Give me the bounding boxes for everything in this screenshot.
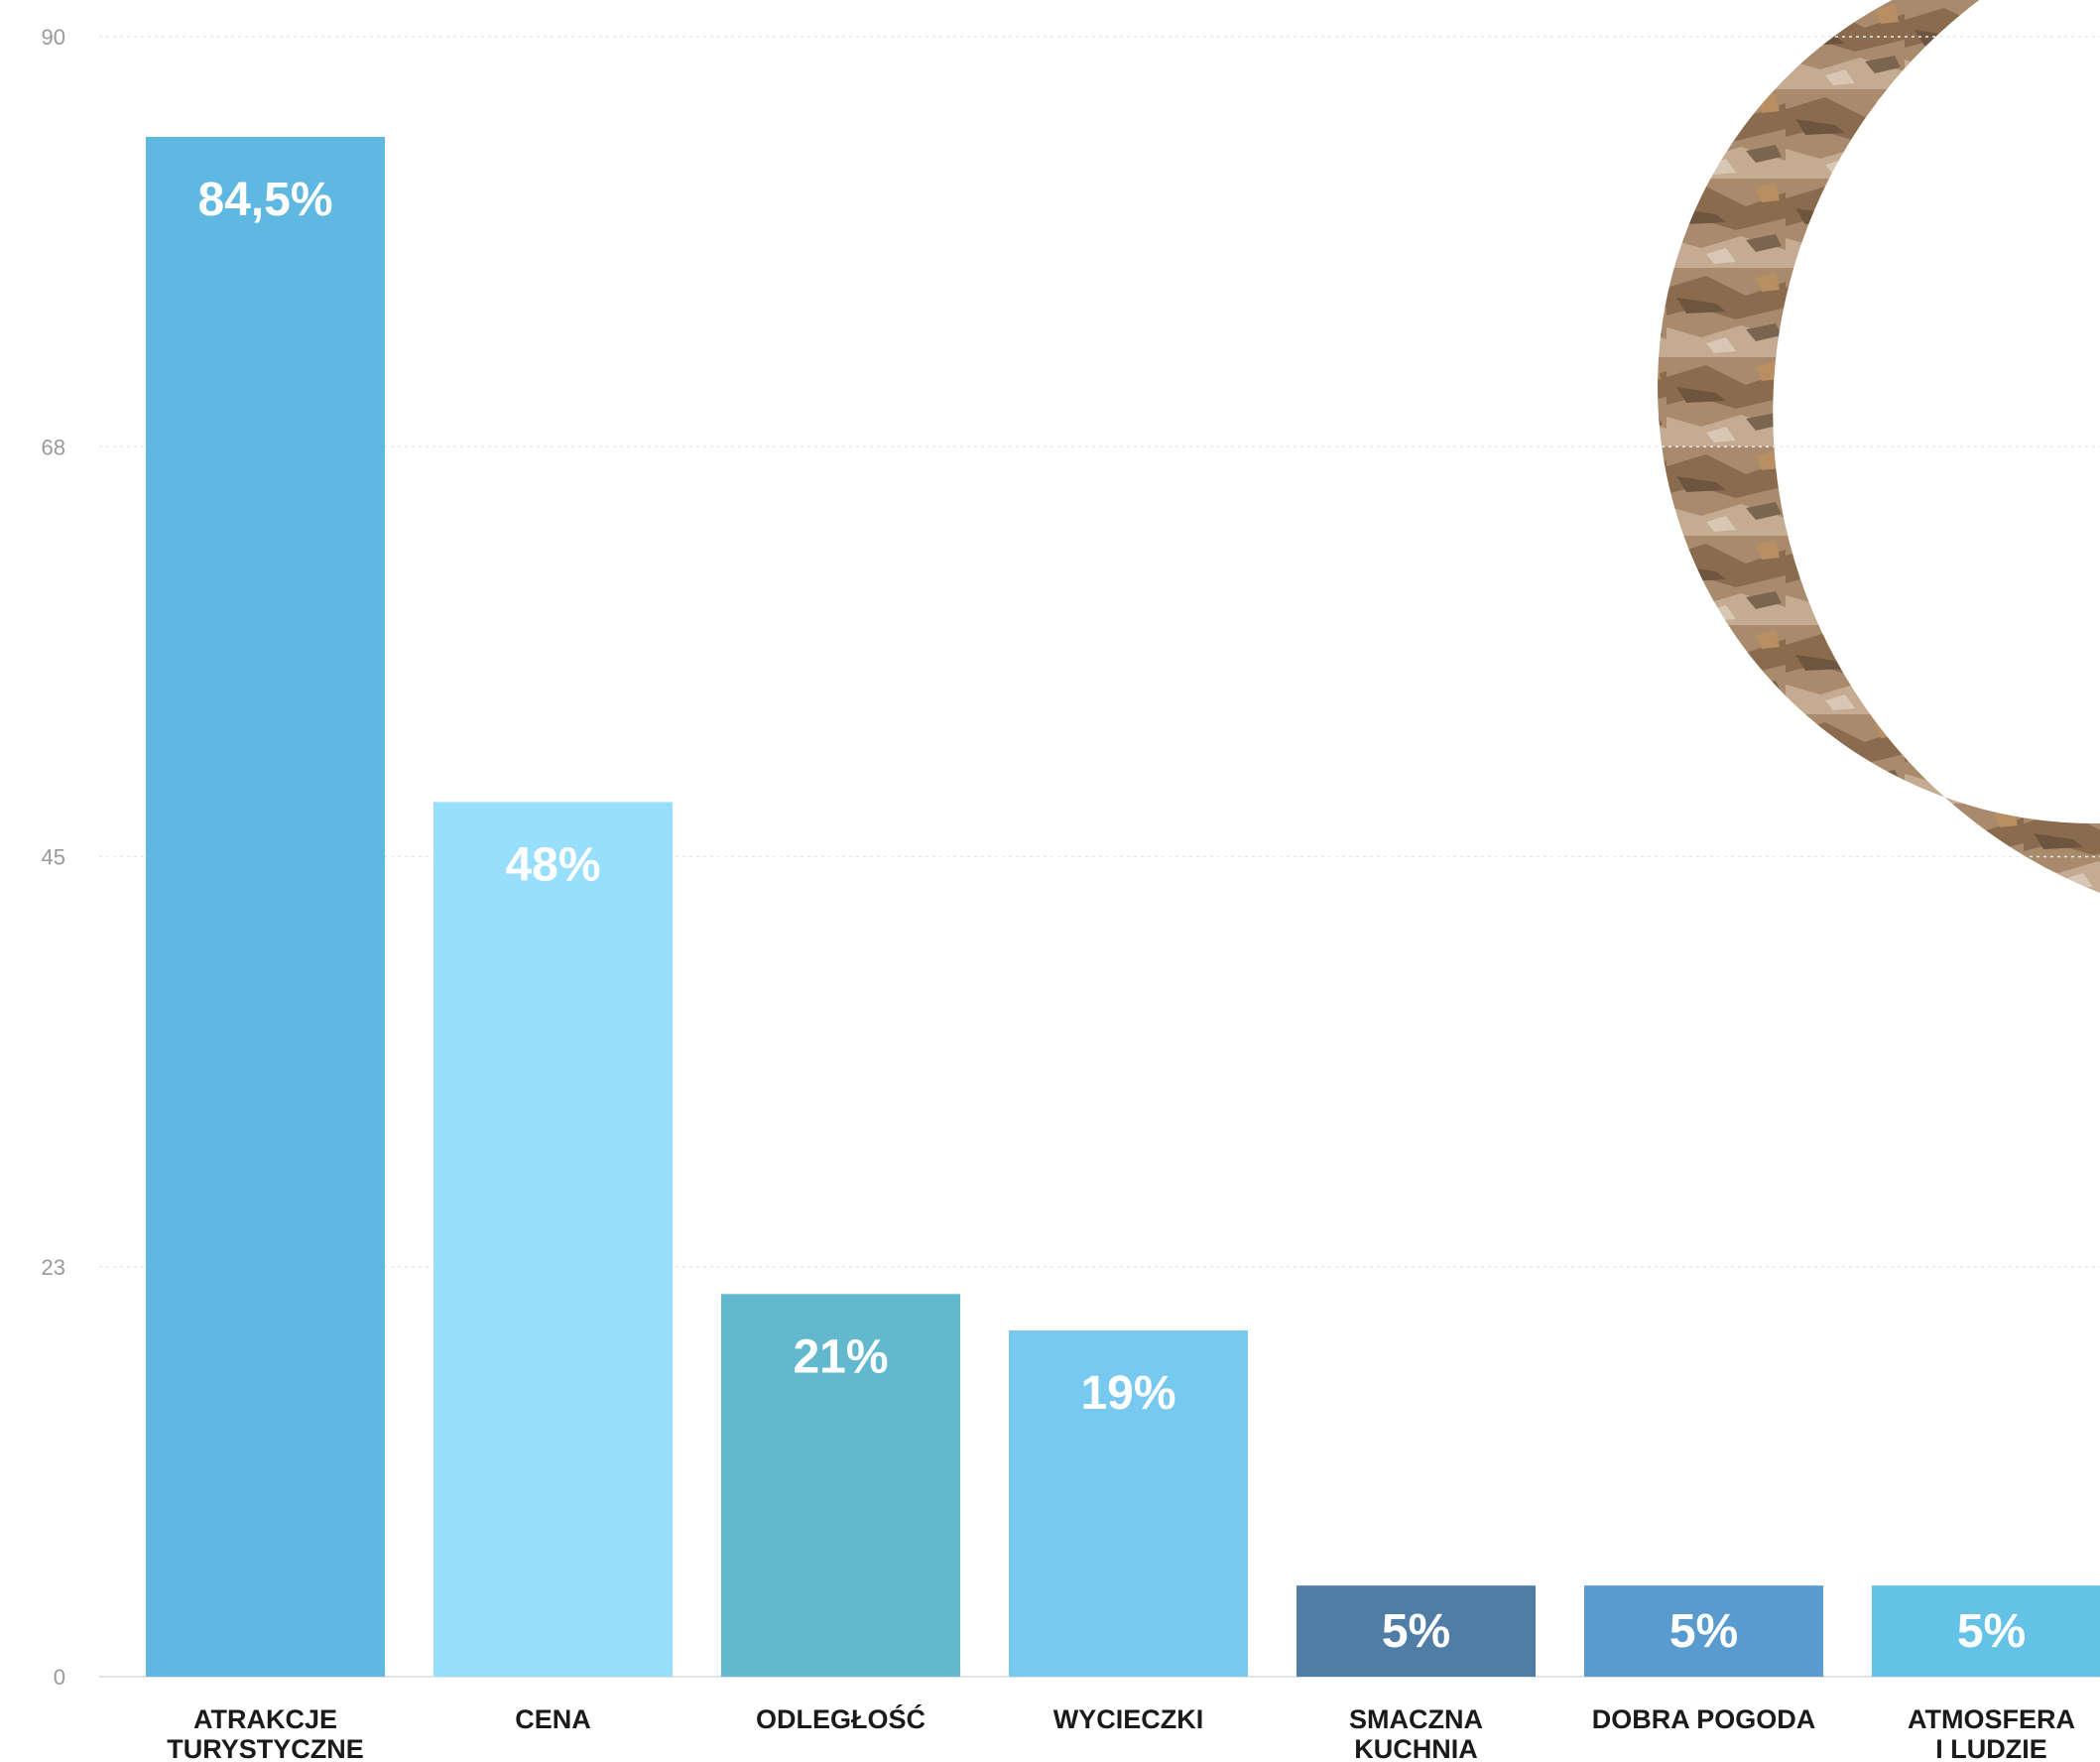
category-label: ATRAKCJE [193,1704,337,1734]
bar [1297,1585,1536,1677]
category-label: SMACZNA [1349,1704,1483,1734]
bar-value-label: 5% [1957,1605,2026,1658]
y-axis-ticks: 0 23 45 68 90 [42,25,65,1690]
category-label: I LUDZIE [1935,1734,2047,1762]
category-label: KUCHNIA [1354,1734,1478,1762]
rock-photo-arc [1658,0,2100,893]
bar-value-label: 5% [1669,1605,1738,1658]
photo-ring-decoration [1658,0,2100,893]
bar [433,802,673,1677]
y-tick-label: 45 [42,845,65,870]
category-label: CENA [515,1704,591,1734]
value-labels: 84,5% 48% 21% 19% 5% 5% 5% [197,174,2026,1658]
bar [1872,1585,2100,1677]
category-label: ODLEGŁOŚĆ [756,1703,926,1734]
bar-value-label: 5% [1382,1605,1450,1658]
bar [1584,1585,1823,1677]
bar [1009,1330,1248,1677]
category-label: WYCIECZKI [1053,1704,1204,1734]
bars [146,137,2100,1678]
category-label: ATMOSFERA [1908,1704,2075,1734]
y-tick-label: 23 [42,1255,65,1280]
bar-value-label: 48% [505,838,600,891]
bar-value-label: 84,5% [197,174,332,226]
bar-value-label: 21% [793,1330,888,1383]
bar-value-label: 19% [1080,1367,1175,1420]
y-tick-label: 0 [54,1665,65,1690]
bar [721,1294,960,1677]
bar [146,137,385,1678]
category-label: DOBRA POGODA [1592,1704,1816,1734]
y-tick-label: 68 [42,435,65,459]
y-tick-label: 90 [42,25,65,50]
category-label: TURYSTYCZNE [167,1734,364,1762]
